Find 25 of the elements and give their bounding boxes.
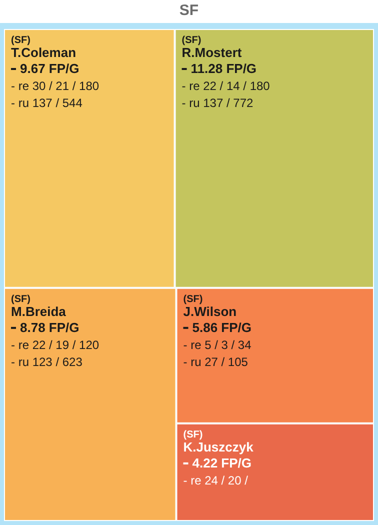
data-label: 8.78 FP/G	[20, 320, 80, 335]
text: - re 22 / 19 / 120	[11, 338, 100, 352]
text: SF	[179, 2, 199, 20]
category-label: M.Breida	[11, 304, 67, 319]
data-label: 11.28 FP/G	[190, 61, 257, 76]
category-label: T.Coleman	[11, 45, 76, 60]
text: (SF)	[183, 294, 203, 305]
data-label: 5.86 FP/G	[192, 320, 252, 335]
text: (SF)	[182, 35, 202, 46]
text: - re 22 / 14 / 180	[182, 79, 270, 93]
text: - ru 123 / 623	[11, 354, 82, 369]
text: - ru 137 / 544	[11, 96, 82, 110]
data-label: 4.22 FP/G	[192, 455, 252, 470]
text: (SF)	[183, 429, 203, 440]
text: - ru 27 / 105	[183, 354, 248, 369]
text: - re 24 / 20 /	[183, 473, 248, 488]
text: (SF)	[11, 35, 30, 46]
text: (SF)	[11, 294, 30, 305]
category-label: R.Mostert	[182, 45, 242, 60]
data-label: 9.67 FP/G	[20, 61, 80, 76]
text: - re 30 / 21 / 180	[11, 79, 100, 93]
category-label: J.Wilson	[183, 304, 237, 319]
text: - re 5 / 3 / 34	[183, 338, 252, 352]
category-label: K.Juszczyk	[183, 439, 254, 454]
text: - ru 137 / 772	[182, 96, 254, 110]
